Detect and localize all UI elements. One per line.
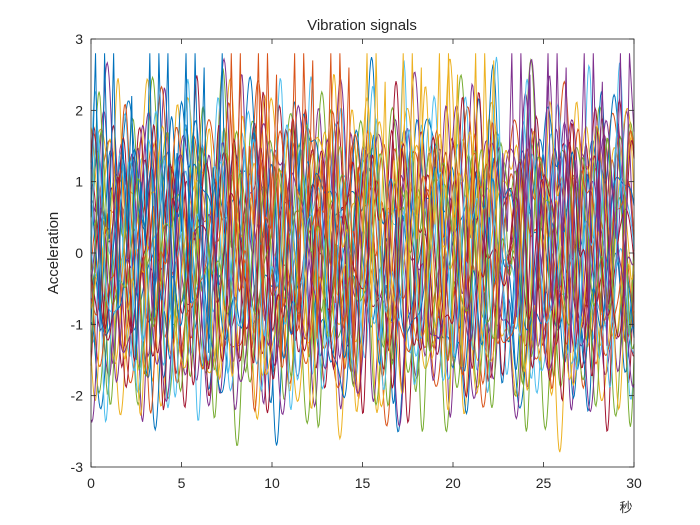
series-line: [90, 57, 635, 428]
series-line: [90, 118, 635, 398]
series-line: [226, 53, 363, 368]
series-line: [90, 53, 228, 361]
series-line: [90, 91, 635, 415]
ticks-layer: 0 5 10 15 20 25 30 -3 -2 -1 0 1 2 3: [71, 31, 642, 491]
x-tick-label: 25: [536, 475, 552, 491]
series-line: [497, 53, 635, 361]
x-tick-label: 15: [355, 475, 371, 491]
series-line: [362, 53, 499, 368]
y-tick-label: 1: [75, 174, 83, 190]
x-tick-label: 30: [626, 475, 642, 491]
x-tick-label: 10: [264, 475, 280, 491]
y-tick-label: -3: [71, 459, 84, 475]
y-tick-label: 3: [75, 31, 83, 47]
series-line: [90, 74, 635, 416]
series-line: [90, 91, 635, 432]
x-tick-label: 5: [178, 475, 186, 491]
y-tick-label: -1: [71, 316, 84, 332]
x-tick-label: 20: [445, 475, 461, 491]
chart-title: Vibration signals: [307, 17, 417, 34]
x-axis-label: 秒: [619, 501, 632, 516]
y-tick-label: 0: [75, 245, 83, 261]
y-tick-label: 2: [75, 102, 83, 118]
x-tick-label: 0: [87, 475, 95, 491]
y-tick-label: -2: [71, 388, 84, 404]
series-line: [90, 57, 635, 446]
y-axis-label: Acceleration: [45, 212, 62, 295]
series-layer: [90, 53, 635, 453]
